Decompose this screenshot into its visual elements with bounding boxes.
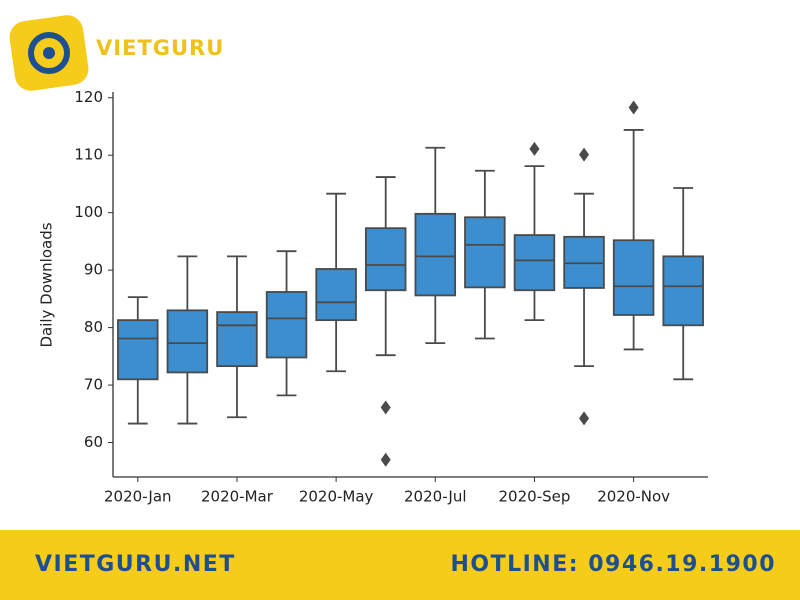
x-tick-label: 2020-May xyxy=(299,488,374,506)
outlier xyxy=(380,400,391,415)
box xyxy=(464,216,506,289)
x-tick-label: 2020-Jul xyxy=(404,488,467,506)
box xyxy=(166,309,209,374)
outlier xyxy=(628,100,639,115)
y-tick-label: 70 xyxy=(84,376,103,394)
outlier xyxy=(579,411,590,426)
y-axis-label: Daily Downloads xyxy=(38,222,56,347)
box xyxy=(315,268,357,322)
box xyxy=(216,311,258,367)
logo: VIETGURU xyxy=(9,15,224,91)
logo-ring xyxy=(28,32,70,74)
outlier xyxy=(529,141,540,156)
hotline: HOTLINE: 0946.19.1900 xyxy=(450,552,776,577)
y-tick-label: 100 xyxy=(74,203,103,221)
y-tick-label: 110 xyxy=(74,146,103,164)
box xyxy=(364,227,407,292)
outlier xyxy=(380,452,391,467)
outlier xyxy=(579,147,590,162)
box xyxy=(513,234,556,292)
y-tick-label: 90 xyxy=(84,261,103,279)
box xyxy=(117,319,159,381)
footer-band xyxy=(0,530,800,600)
x-tick-label: 2020-Jan xyxy=(104,488,172,506)
x-tick-label: 2020-Mar xyxy=(201,488,274,506)
y-tick-label: 120 xyxy=(74,88,103,106)
y-tick-label: 60 xyxy=(84,433,103,451)
x-tick-label: 2020-Sep xyxy=(499,488,571,506)
box xyxy=(662,255,704,327)
logo-dot xyxy=(43,47,55,59)
box xyxy=(265,291,308,359)
logo-text: VIETGURU xyxy=(96,36,224,60)
website: VIETGURU.NET xyxy=(35,552,236,577)
box xyxy=(414,212,457,297)
x-tick-label: 2020-Nov xyxy=(597,488,670,506)
box xyxy=(612,239,655,316)
y-tick-label: 80 xyxy=(84,318,103,336)
